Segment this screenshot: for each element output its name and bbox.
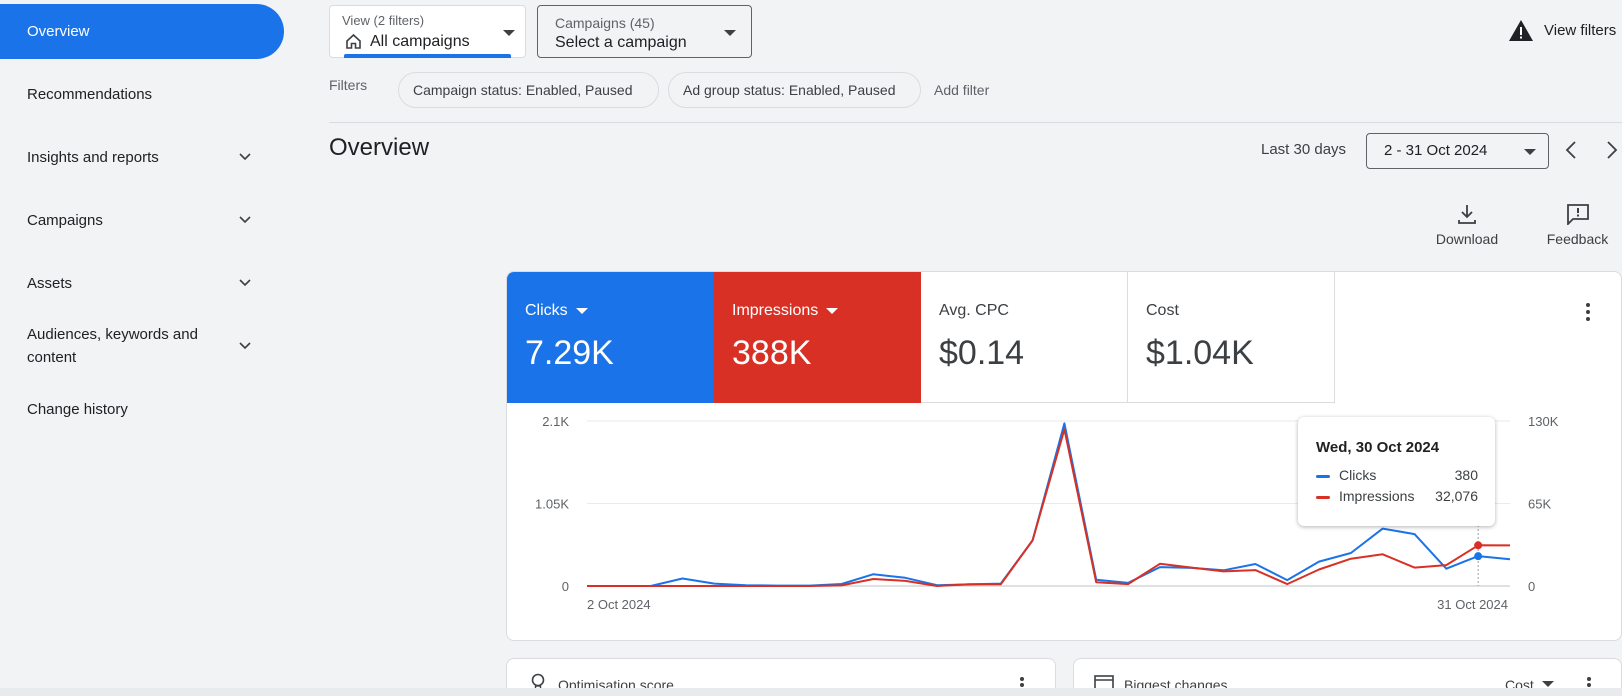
view-filters-button[interactable]: View filters [1508,19,1616,42]
divider [329,122,1622,123]
view-selector-value: All campaigns [370,33,470,50]
hover-point-impressions [1474,541,1483,550]
download-label: Download [1435,231,1499,247]
sidebar-item-overview[interactable]: Overview [0,4,284,59]
metric-impressions[interactable]: Impressions 388K [714,272,921,403]
more-vert-icon[interactable] [1585,302,1591,322]
sidebar-item-label: Recommendations [27,85,153,103]
metric-value: 388K [732,334,812,372]
view-filters-label: View filters [1544,22,1617,39]
x-tick-label: 2 Oct 2024 [587,597,651,612]
metric-value: 7.29K [525,334,614,372]
download-icon [1458,205,1476,224]
sidebar-item-label: Audiences, keywords and content [27,326,198,366]
view-selector[interactable]: View (2 filters) All campaigns [329,5,526,58]
y-tick-label-left: 0 [562,579,569,594]
sidebar-item-label: Insights and reports [27,148,159,166]
y-tick-label-right: 130K [1528,414,1559,429]
y-tick-label-right: 65K [1528,497,1551,512]
legend-swatch [1316,495,1330,499]
feedback-button[interactable]: Feedback [1540,203,1615,247]
metric-label: Cost [1146,302,1179,319]
chevron-right-icon[interactable] [1604,140,1620,160]
feedback-icon [1566,204,1589,225]
metric-avg-cpc[interactable]: Avg. CPC $0.14 [921,272,1128,403]
series-line-impressions [587,428,1511,587]
sidebar: Overview Recommendations Insights and re… [0,0,290,696]
sidebar-item-assets[interactable]: Assets [0,271,284,295]
sidebar-item-label: Overview [27,23,90,40]
metric-cost[interactable]: Cost $1.04K [1128,272,1335,403]
sidebar-item-label: Assets [27,274,73,292]
warning-icon [1509,20,1533,41]
dropdown-arrow-icon [724,30,736,36]
download-button[interactable]: Download [1432,203,1502,247]
tooltip-row-clicks: Clicks 380 [1316,467,1478,483]
dropdown-arrow-icon [503,30,515,36]
home-icon [346,33,361,49]
hover-point-clicks [1474,552,1483,561]
x-tick-label: 31 Oct 2024 [1437,597,1508,612]
sidebar-item-recommendations[interactable]: Recommendations [0,82,284,106]
campaign-selector-value: Select a campaign [555,34,687,51]
feedback-label: Feedback [1546,231,1609,247]
line-chart: 0 1.05K 2.1K 0 65K 130K 2 Oct 2024 31 Oct 2024 [535,414,1559,612]
chevron-left-icon[interactable] [1563,140,1579,160]
sidebar-item-campaigns[interactable]: Campaigns [0,208,284,232]
campaign-selector[interactable]: Campaigns (45) Select a campaign [537,5,752,58]
sidebar-item-audiences[interactable]: Audiences, keywords and content [0,322,284,370]
tooltip-value: 32,076 [1435,488,1478,504]
chevron-down-icon[interactable] [238,150,252,164]
metric-label: Impressions [732,302,839,320]
y-tick-label-left: 2.1K [542,414,569,429]
campaign-selector-sub: Campaigns (45) [555,15,655,31]
view-selector-underline [344,54,511,58]
filter-chip-campaign-status[interactable]: Campaign status: Enabled, Paused [398,72,659,108]
tooltip-series-name: Impressions [1339,488,1415,504]
view-selector-sub: View (2 filters) [342,13,425,28]
page-title: Overview [329,134,430,161]
sidebar-item-insights[interactable]: Insights and reports [0,145,284,169]
sidebar-item-label: Change history [27,400,128,418]
y-tick-label-right: 0 [1528,579,1535,594]
caret-down-icon [575,307,588,314]
date-range-label: Last 30 days [1261,141,1347,158]
chevron-down-icon[interactable] [238,276,252,290]
add-filter-link[interactable]: Add filter [934,82,990,98]
tooltip-value: 380 [1454,467,1478,483]
date-range-picker[interactable]: 2 - 31 Oct 2024 [1366,133,1549,169]
filter-chip-label: Ad group status: Enabled, Paused [683,82,896,98]
chevron-down-icon[interactable] [238,213,252,227]
metric-label: Avg. CPC [939,302,1009,319]
caret-down-icon [826,307,839,314]
sidebar-item-change-history[interactable]: Change history [0,397,284,421]
dropdown-arrow-icon [1541,681,1554,687]
dropdown-arrow-icon [1524,149,1536,155]
tooltip-series-name: Clicks [1339,467,1377,483]
sidebar-item-label: Campaigns [27,211,103,229]
y-tick-label-left: 1.05K [535,497,569,512]
page-bottom-strip [0,688,1622,696]
date-range-value: 2 - 31 Oct 2024 [1384,142,1488,159]
filters-label: Filters [329,77,368,93]
tooltip-date: Wed, 30 Oct 2024 [1316,439,1440,456]
metric-label: Clicks [525,302,588,320]
performance-card: Clicks 7.29K Impressions 388K Avg. CPC $… [506,271,1622,641]
metric-value: $1.04K [1146,334,1254,372]
filter-chip-ad-group-status[interactable]: Ad group status: Enabled, Paused [668,72,921,108]
tooltip-row-impressions: Impressions 32,076 [1316,488,1478,504]
chevron-down-icon[interactable] [238,339,252,353]
metric-clicks[interactable]: Clicks 7.29K [507,272,714,403]
metric-value: $0.14 [939,334,1025,372]
legend-swatch [1316,474,1330,478]
chart-tooltip: Wed, 30 Oct 2024 Clicks 380 Impressions … [1298,417,1495,526]
filter-chip-label: Campaign status: Enabled, Paused [413,82,633,98]
